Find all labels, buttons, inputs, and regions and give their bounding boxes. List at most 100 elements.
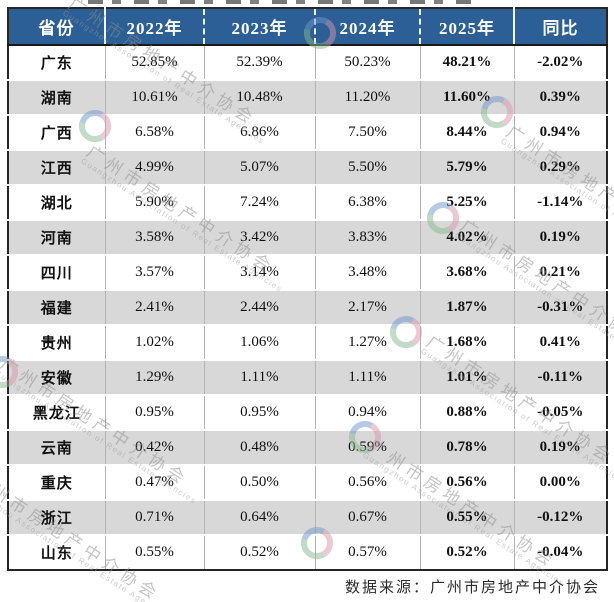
value-cell: 3.83% [315, 219, 421, 255]
value-cell: 5.50% [315, 149, 421, 185]
value-cell: 6.58% [105, 114, 205, 150]
value-cell: 10.61% [105, 79, 205, 115]
value-cell: 50.23% [315, 45, 421, 80]
yoy-cell: 0.29% [514, 149, 607, 185]
province-cell: 安徽 [8, 359, 106, 395]
table-row: 山东 0.55% 0.52% 0.57% 0.52% -0.04% [8, 534, 607, 570]
value-cell: 0.55% [420, 499, 515, 535]
yoy-cell: 0.19% [514, 219, 607, 255]
value-cell: 1.29% [105, 359, 205, 395]
yoy-cell: -0.12% [514, 499, 607, 535]
header-cell: 2023年 [204, 8, 316, 46]
value-cell: 0.64% [204, 499, 316, 535]
yoy-cell: -0.31% [514, 289, 607, 325]
header-cell: 2024年 [315, 8, 421, 46]
value-cell: 0.42% [105, 429, 205, 465]
value-cell: 1.27% [315, 324, 421, 360]
province-cell: 湖北 [8, 184, 106, 220]
table-row: 湖北 5.90% 7.24% 6.38% 5.25% -1.14% [8, 184, 607, 220]
value-cell: 3.58% [105, 219, 205, 255]
value-cell: 0.57% [315, 534, 421, 570]
province-cell: 浙江 [8, 499, 106, 535]
value-cell: 0.47% [105, 464, 205, 500]
header-cell: 同比 [514, 8, 607, 46]
value-cell: 5.90% [105, 184, 205, 220]
province-cell: 云南 [8, 429, 106, 465]
yoy-cell: -0.04% [514, 534, 607, 570]
value-cell: 6.38% [315, 184, 421, 220]
yoy-cell: 0.94% [514, 114, 607, 150]
yoy-cell: 0.00% [514, 464, 607, 500]
value-cell: 2.44% [204, 289, 316, 325]
table-row: 河南 3.58% 3.42% 3.83% 4.02% 0.19% [8, 219, 607, 255]
table-row: 浙江 0.71% 0.64% 0.67% 0.55% -0.12% [8, 499, 607, 535]
yoy-cell: 0.41% [514, 324, 607, 360]
value-cell: 2.41% [105, 289, 205, 325]
province-cell: 广西 [8, 114, 106, 150]
value-cell: 1.68% [420, 324, 515, 360]
value-cell: 0.50% [204, 464, 316, 500]
province-share-table: 省份 2022年 2023年 2024年 2025年 同比 广东 52.85% 52.39% 5… [7, 7, 608, 571]
value-cell: 0.94% [315, 394, 421, 430]
table-row: 江西 4.99% 5.07% 5.50% 5.79% 0.29% [8, 149, 607, 185]
province-cell: 重庆 [8, 464, 106, 500]
clipped-title-strip [88, 0, 472, 4]
value-cell: 1.87% [420, 289, 515, 325]
table-row: 广西 6.58% 6.86% 7.50% 8.44% 0.94% [8, 114, 607, 150]
value-cell: 1.02% [105, 324, 205, 360]
value-cell: 3.14% [204, 254, 316, 290]
table-body: 广东 52.85% 52.39% 50.23% 48.21% -2.02% 湖南 10.61%… [8, 45, 607, 570]
value-cell: 1.11% [315, 359, 421, 395]
yoy-cell: 0.21% [514, 254, 607, 290]
table-row: 重庆 0.47% 0.50% 0.56% 0.56% 0.00% [8, 464, 607, 500]
table-row: 云南 0.42% 0.48% 0.59% 0.78% 0.19% [8, 429, 607, 465]
value-cell: 0.95% [204, 394, 316, 430]
value-cell: 0.95% [105, 394, 205, 430]
value-cell: 3.42% [204, 219, 316, 255]
value-cell: 1.01% [420, 359, 515, 395]
value-cell: 0.56% [315, 464, 421, 500]
value-cell: 3.48% [315, 254, 421, 290]
province-cell: 湖南 [8, 79, 106, 115]
province-cell: 四川 [8, 254, 106, 290]
value-cell: 0.71% [105, 499, 205, 535]
value-cell: 0.52% [204, 534, 316, 570]
value-cell: 4.02% [420, 219, 515, 255]
value-cell: 3.57% [105, 254, 205, 290]
table-row: 湖南 10.61% 10.48% 11.20% 11.60% 0.39% [8, 79, 607, 115]
yoy-cell: -2.02% [514, 45, 607, 80]
value-cell: 6.86% [204, 114, 316, 150]
province-cell: 黑龙江 [8, 394, 106, 430]
province-cell: 山东 [8, 534, 106, 570]
yoy-cell: -1.14% [514, 184, 607, 220]
yoy-cell: 0.39% [514, 79, 607, 115]
province-cell: 福建 [8, 289, 106, 325]
province-cell: 广东 [8, 45, 106, 80]
value-cell: 11.60% [420, 79, 515, 115]
value-cell: 0.56% [420, 464, 515, 500]
yoy-cell: 0.19% [514, 429, 607, 465]
value-cell: 0.52% [420, 534, 515, 570]
value-cell: 11.20% [315, 79, 421, 115]
province-cell: 河南 [8, 219, 106, 255]
yoy-cell: -0.11% [514, 359, 607, 395]
value-cell: 1.11% [204, 359, 316, 395]
value-cell: 2.17% [315, 289, 421, 325]
value-cell: 0.55% [105, 534, 205, 570]
value-cell: 0.88% [420, 394, 515, 430]
value-cell: 3.68% [420, 254, 515, 290]
value-cell: 0.67% [315, 499, 421, 535]
value-cell: 1.06% [204, 324, 316, 360]
header-cell: 省份 [8, 8, 106, 46]
value-cell: 5.79% [420, 149, 515, 185]
source-note: 数据来源：广州市房地产中介协会 [344, 580, 600, 596]
value-cell: 48.21% [420, 45, 515, 80]
value-cell: 4.99% [105, 149, 205, 185]
province-cell: 江西 [8, 149, 106, 185]
value-cell: 7.50% [315, 114, 421, 150]
value-cell: 5.07% [204, 149, 316, 185]
value-cell: 0.48% [204, 429, 316, 465]
value-cell: 0.59% [315, 429, 421, 465]
table-row: 黑龙江 0.95% 0.95% 0.94% 0.88% -0.05% [8, 394, 607, 430]
